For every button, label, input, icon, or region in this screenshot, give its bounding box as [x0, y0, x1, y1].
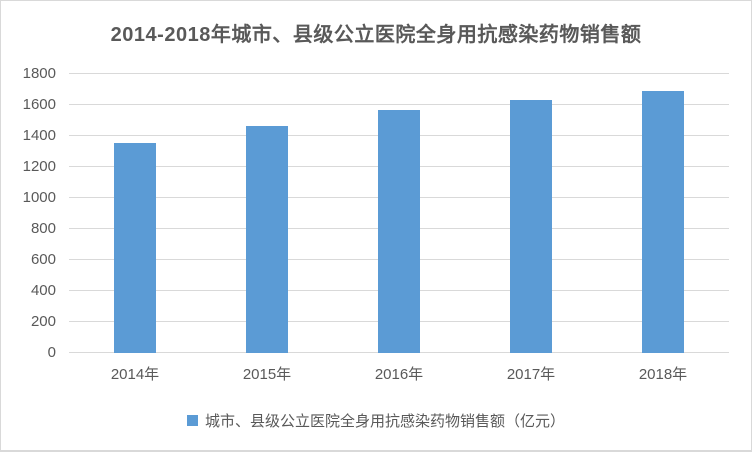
legend: 城市、县级公立医院全身用抗感染药物销售额（亿元） — [1, 410, 751, 431]
y-axis-tick-label: 0 — [47, 344, 56, 361]
x-axis-tick-label: 2016年 — [374, 366, 424, 383]
chart-title: 2014-2018年城市、县级公立医院全身用抗感染药物销售额 — [110, 24, 642, 46]
y-axis-tick-label: 400 — [30, 282, 56, 299]
bar-2018年 — [642, 91, 684, 353]
y-axis-tick-label: 800 — [30, 220, 56, 237]
legend-marker-icon — [186, 415, 198, 426]
x-axis-tick-label: 2017年 — [506, 366, 556, 383]
y-axis-tick-label: 600 — [30, 251, 56, 268]
bar-2017年 — [510, 100, 552, 353]
gridline — [69, 73, 729, 74]
bar-2015年 — [246, 125, 288, 353]
bar-2014年 — [114, 142, 156, 353]
x-axis-tick-label: 2018年 — [638, 366, 688, 383]
x-axis-tick-label: 2014年 — [110, 366, 160, 383]
gridline — [69, 104, 729, 105]
y-axis-tick-label: 1000 — [22, 189, 56, 206]
x-axis-tick-label: 2015年 — [242, 366, 292, 383]
y-axis-tick-label: 200 — [30, 313, 56, 330]
y-axis: 0 200 400 600 800 1000 1200 1400 1600 1800 — [1, 66, 56, 361]
y-axis-tick-label: 1800 — [22, 65, 56, 82]
legend-label: 城市、县级公立医院全身用抗感染药物销售额（亿元） — [204, 413, 565, 430]
y-axis-tick-label: 1200 — [22, 158, 56, 175]
y-axis-tick-label: 1600 — [22, 96, 56, 113]
bar-2016年 — [378, 109, 420, 353]
y-axis-tick-label: 1400 — [22, 127, 56, 144]
plot-area — [69, 73, 729, 353]
x-axis: 2014年 2015年 2016年 2017年 2018年 — [69, 363, 729, 385]
